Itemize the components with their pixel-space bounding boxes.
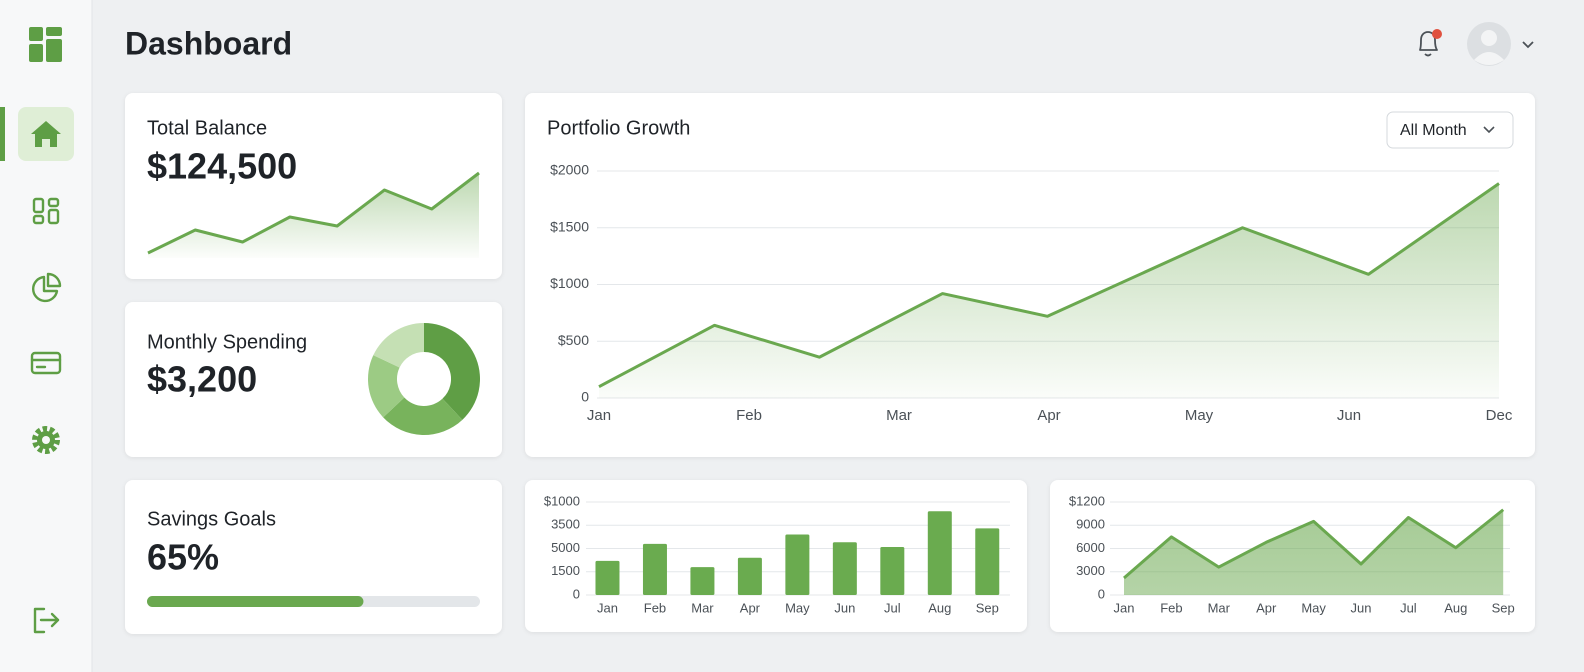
x-tick-label: Jul [1400,600,1417,615]
x-tick-label: Dec [1486,407,1513,424]
nav-cards[interactable] [30,351,62,375]
x-tick-label: Jun [1351,600,1372,615]
x-tick-label: Apr [740,600,761,615]
x-tick-label: Apr [1256,600,1277,615]
card-title: Monthly Spending [147,331,307,353]
y-tick-label: 1500 [551,563,580,578]
x-tick-label: Jun [1337,407,1361,424]
donut-segment [368,355,405,418]
y-tick-label: 9000 [1076,517,1105,532]
bar [927,511,952,595]
y-tick-label: $1000 [550,275,589,291]
x-tick-label: Mar [886,407,912,424]
card [125,480,502,634]
bar [880,546,905,595]
bar [737,557,762,595]
y-tick-label: 3000 [1076,563,1105,578]
y-tick-label: 3500 [551,517,580,532]
x-tick-label: Jan [597,600,618,615]
area [1124,509,1504,595]
notifications[interactable] [1419,29,1442,57]
line [598,182,1500,388]
card-amount: 65% [147,537,219,578]
line [1123,508,1505,580]
donut-segment [424,323,480,420]
avatar[interactable] [1467,22,1511,66]
dropdown-label: All Month [1400,122,1467,139]
sparkline [147,171,480,255]
y-tick-label: $500 [558,332,589,348]
nav-settings[interactable] [32,426,60,454]
logo[interactable] [29,27,62,62]
nav-analytics[interactable] [32,272,62,303]
bar [785,534,810,595]
x-tick-label: Jul [884,600,901,615]
account-menu[interactable] [1522,41,1534,49]
bar [690,567,715,595]
card-amount: $124,500 [147,146,297,187]
x-tick-label: Feb [736,407,762,424]
y-tick-label: 0 [581,389,589,405]
x-tick-label: May [785,600,810,615]
y-tick-label: 0 [1098,586,1105,601]
nav-home[interactable] [31,121,61,147]
y-tick-label: $2000 [550,162,589,178]
nav-logout[interactable] [33,607,60,634]
donut-segment [373,323,424,368]
bar [832,542,857,595]
sparkline-area [148,173,479,258]
card-amount: $3,200 [147,359,257,400]
x-tick-label: Feb [1160,600,1182,615]
x-tick-label: May [1185,407,1214,424]
x-tick-label: Aug [1444,600,1467,615]
x-tick-label: Sep [976,600,999,615]
active-indicator [0,107,5,161]
card-title: Total Balance [147,117,267,139]
bar [975,528,1000,595]
x-tick-label: Jun [834,600,855,615]
x-tick-label: Mar [1208,600,1231,615]
card-title: Portfolio Growth [547,117,690,139]
x-tick-label: Sep [1492,600,1515,615]
y-tick-label: $1200 [1069,493,1105,508]
x-tick-label: Apr [1037,407,1060,424]
donut-segment [383,397,463,435]
x-tick-label: Feb [644,600,666,615]
y-tick-label: $1000 [544,493,580,508]
progress-fill [147,596,364,607]
bar [642,543,667,595]
page-title: Dashboard [125,25,292,61]
period-dropdown[interactable]: All Month [1386,111,1514,149]
y-tick-label: 0 [573,586,580,601]
area [599,183,1499,398]
x-tick-label: Jan [1114,600,1135,615]
y-tick-label: 5000 [551,540,580,555]
sidebar [0,0,92,672]
nav-dashboard[interactable] [32,197,60,225]
x-tick-label: Aug [928,600,951,615]
y-tick-label: $1500 [550,218,589,234]
x-tick-label: Mar [691,600,714,615]
x-tick-label: Jan [587,407,611,424]
y-tick-label: 6000 [1076,540,1105,555]
x-tick-label: May [1301,600,1326,615]
bar [595,560,620,595]
card-title: Savings Goals [147,508,276,530]
